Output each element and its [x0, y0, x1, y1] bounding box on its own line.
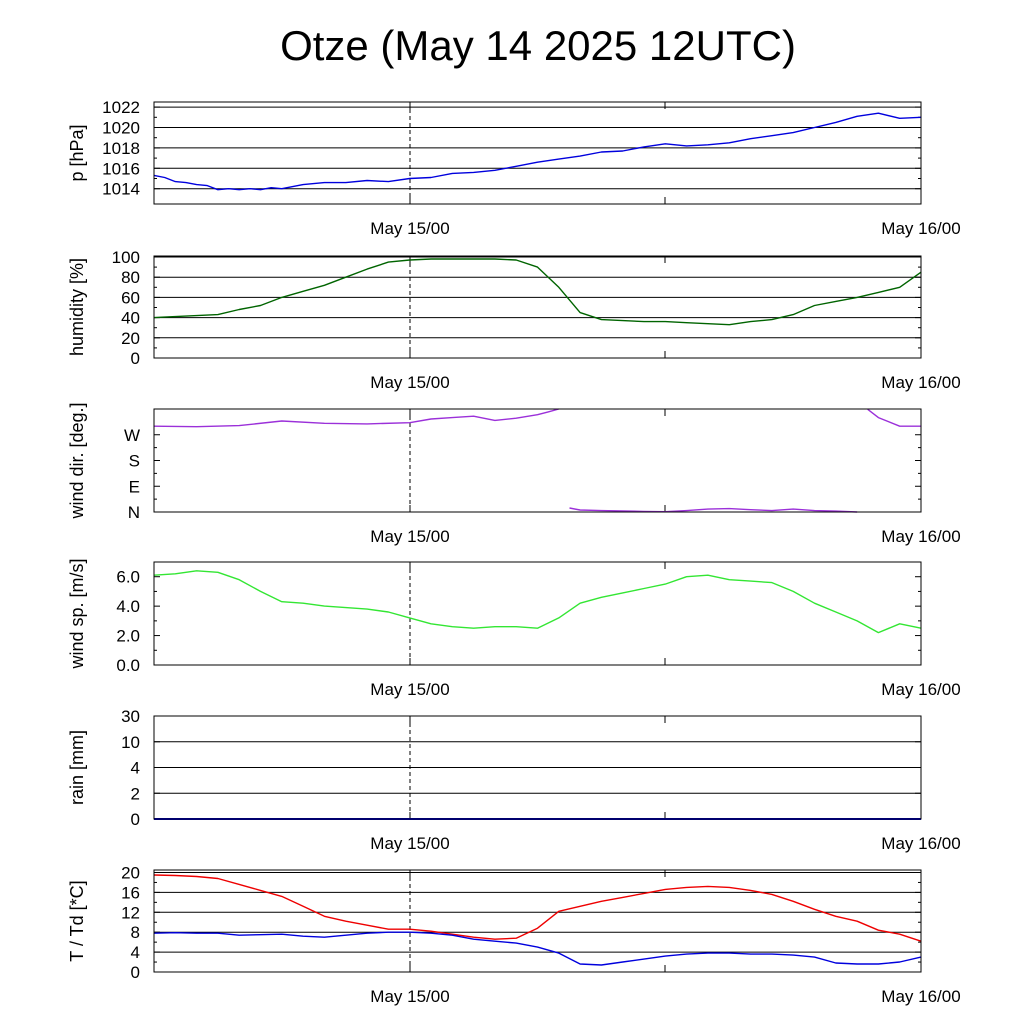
xtick-label-humidity-1: May 16/00	[881, 373, 960, 392]
series-line-pressure-0	[153, 112, 922, 191]
series-line-temp-0	[153, 874, 922, 942]
panel-frame-wind_speed	[153, 561, 922, 666]
ytick-label-wind_dir-3: W	[124, 426, 140, 445]
ylabel-rain: rain [mm]	[67, 730, 87, 805]
ytick-label-humidity-3: 60	[121, 288, 140, 307]
ytick-label-wind_speed-3: 6.0	[116, 568, 140, 587]
panel-frame-pressure	[153, 101, 922, 205]
ytick-label-humidity-1: 20	[121, 329, 140, 348]
ytick-label-humidity-4: 80	[121, 268, 140, 287]
ylabel-wind_speed: wind sp. [m/s]	[67, 558, 87, 669]
ylabel-wind_dir: wind dir. [deg.]	[67, 402, 87, 519]
xtick-label-pressure-1: May 16/00	[881, 219, 960, 238]
ytick-label-temp-3: 12	[121, 903, 140, 922]
ytick-label-temp-1: 4	[131, 943, 140, 962]
panel-frame-rain	[153, 715, 922, 820]
xtick-label-wind_speed-1: May 16/00	[881, 680, 960, 699]
series-line-wind_dir-0	[153, 408, 921, 513]
ytick-label-wind_speed-2: 4.0	[116, 597, 140, 616]
ytick-label-rain-1: 2	[131, 784, 140, 803]
ytick-label-wind_dir-2: S	[129, 452, 140, 471]
ytick-label-temp-5: 20	[121, 863, 140, 882]
xtick-label-wind_dir-1: May 16/00	[881, 527, 960, 546]
panel-frame-humidity	[153, 255, 922, 359]
series-line-humidity-0	[153, 258, 922, 326]
panel-frame-temp	[153, 869, 922, 973]
series-line-temp-1	[153, 931, 922, 966]
ylabel-humidity: humidity [%]	[67, 258, 87, 356]
ytick-label-wind_dir-1: E	[129, 477, 140, 496]
xtick-label-rain-1: May 16/00	[881, 834, 960, 853]
series-line-wind_speed-0	[153, 570, 922, 634]
xtick-label-wind_dir-0: May 15/00	[370, 527, 449, 546]
ytick-label-rain-3: 10	[121, 733, 140, 752]
ylabel-pressure: p [hPa]	[67, 124, 87, 181]
ytick-label-pressure-1: 1016	[102, 159, 140, 178]
xtick-label-temp-1: May 16/00	[881, 987, 960, 1006]
ytick-label-wind_dir-0: N	[128, 503, 140, 522]
ytick-label-humidity-5: 100	[112, 248, 140, 267]
ytick-label-temp-0: 0	[131, 963, 140, 982]
xtick-label-rain-0: May 15/00	[370, 834, 449, 853]
ytick-label-wind_speed-0: 0.0	[116, 656, 140, 675]
ytick-label-temp-2: 8	[131, 923, 140, 942]
ytick-label-temp-4: 16	[121, 883, 140, 902]
page-title: Otze (May 14 2025 12UTC)	[280, 22, 796, 69]
ytick-label-rain-2: 4	[131, 759, 140, 778]
panel-frame-wind_dir	[153, 408, 922, 513]
ylabel-temp: T / Td [*C]	[67, 880, 87, 961]
ytick-label-pressure-4: 1022	[102, 98, 140, 117]
ytick-label-humidity-0: 0	[131, 349, 140, 368]
ytick-label-pressure-2: 1018	[102, 139, 140, 158]
ytick-label-rain-4: 30	[121, 707, 140, 726]
xtick-label-wind_speed-0: May 15/00	[370, 680, 449, 699]
xtick-label-pressure-0: May 15/00	[370, 219, 449, 238]
ytick-label-humidity-2: 40	[121, 309, 140, 328]
xtick-label-humidity-0: May 15/00	[370, 373, 449, 392]
ytick-label-wind_speed-1: 2.0	[116, 627, 140, 646]
ytick-label-rain-0: 0	[131, 810, 140, 829]
xtick-label-temp-0: May 15/00	[370, 987, 449, 1006]
ytick-label-pressure-3: 1020	[102, 119, 140, 138]
ytick-label-pressure-0: 1014	[102, 180, 140, 199]
